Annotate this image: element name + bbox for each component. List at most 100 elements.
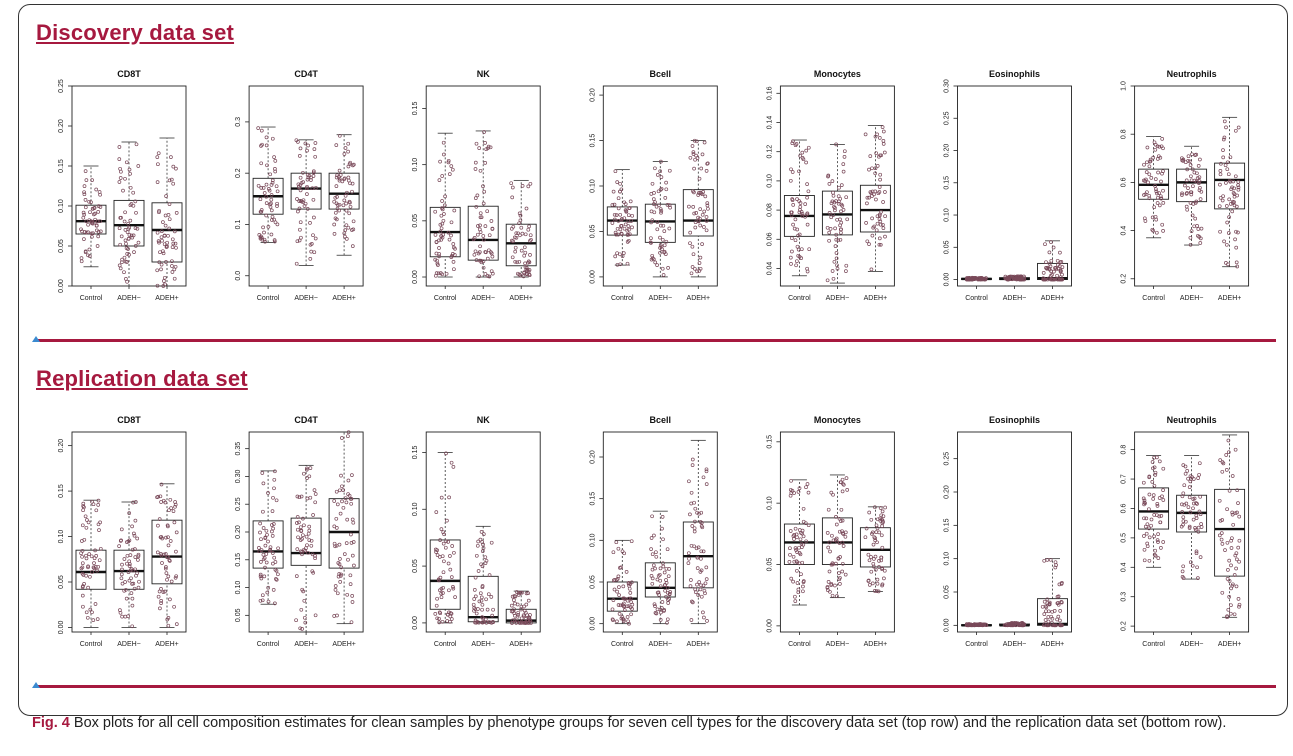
data-point <box>1155 502 1160 506</box>
data-point <box>1219 531 1224 535</box>
data-point <box>1235 557 1239 562</box>
data-point <box>297 154 302 158</box>
data-point <box>695 510 699 515</box>
data-point <box>479 260 484 265</box>
x-tick-label: Control <box>611 295 634 302</box>
data-point <box>269 197 274 202</box>
data-point <box>1187 526 1192 530</box>
data-point <box>843 572 848 577</box>
y-tick-label: 0.08 <box>766 203 773 217</box>
data-point <box>696 545 701 550</box>
data-point <box>156 239 161 243</box>
data-point <box>309 249 314 254</box>
data-point <box>1155 195 1160 200</box>
data-point <box>881 200 885 204</box>
data-point <box>340 436 344 440</box>
data-point <box>1220 542 1225 546</box>
data-point <box>628 596 633 601</box>
data-point <box>649 236 653 241</box>
y-tick-label: 0.00 <box>58 621 65 635</box>
data-point <box>704 482 709 486</box>
data-point <box>171 241 176 246</box>
data-point <box>166 524 170 529</box>
data-point <box>878 242 883 247</box>
data-point <box>301 180 305 184</box>
data-point <box>266 539 270 544</box>
data-point <box>703 581 708 586</box>
data-point <box>871 561 876 566</box>
data-point <box>337 202 342 207</box>
data-point <box>1236 501 1240 505</box>
data-point <box>440 554 445 559</box>
data-point <box>313 141 318 145</box>
x-tick-label: ADEH+ <box>687 295 711 302</box>
data-point <box>350 228 354 232</box>
data-point <box>1161 146 1165 151</box>
data-point <box>698 223 703 228</box>
data-point <box>655 227 660 232</box>
data-point <box>1151 228 1156 233</box>
data-point <box>881 129 886 134</box>
y-tick-label: 0.10 <box>944 552 951 566</box>
data-point <box>297 199 302 203</box>
data-point <box>620 615 625 619</box>
data-point <box>1233 447 1238 452</box>
data-point <box>311 570 316 575</box>
data-point <box>1192 501 1196 506</box>
data-point <box>797 561 802 566</box>
data-point <box>623 208 628 212</box>
data-point <box>473 594 478 599</box>
data-point <box>173 241 178 246</box>
data-point <box>333 210 338 215</box>
data-point <box>791 534 796 538</box>
x-tick-label: ADEH− <box>1003 641 1027 648</box>
y-tick-label: 0.30 <box>235 470 242 484</box>
data-point <box>479 530 484 534</box>
data-point <box>451 585 455 589</box>
data-point <box>305 476 309 480</box>
data-point <box>337 572 342 576</box>
data-point <box>689 618 694 622</box>
data-point <box>487 573 492 577</box>
data-point <box>438 229 443 234</box>
y-tick-label: 0.15 <box>58 159 65 173</box>
data-point <box>274 568 279 573</box>
data-point <box>653 566 657 571</box>
data-point <box>1193 216 1198 221</box>
data-point <box>870 532 874 536</box>
data-point <box>1058 609 1063 613</box>
data-point <box>704 565 709 570</box>
data-point <box>798 205 803 209</box>
data-point <box>1194 513 1199 518</box>
data-point <box>351 540 356 544</box>
data-point <box>523 250 528 255</box>
data-point <box>1180 191 1184 196</box>
data-point <box>164 535 168 540</box>
data-point <box>345 517 350 522</box>
figure-label: Fig. 4 <box>32 715 70 731</box>
data-point <box>1188 510 1193 515</box>
data-point <box>690 457 695 462</box>
data-point <box>299 529 304 533</box>
data-point <box>437 610 442 615</box>
data-point <box>161 220 165 224</box>
data-point <box>652 210 657 215</box>
data-point <box>340 499 344 504</box>
data-point <box>80 571 85 576</box>
data-point <box>1052 623 1057 628</box>
data-point <box>689 543 694 548</box>
data-point <box>478 537 483 542</box>
data-point <box>266 224 271 229</box>
data-point <box>831 213 835 217</box>
y-tick-label: 0.25 <box>235 497 242 511</box>
data-point <box>875 540 879 545</box>
data-point <box>797 551 802 555</box>
data-point <box>173 500 177 504</box>
data-point <box>611 550 616 555</box>
data-point <box>791 579 795 584</box>
data-point <box>695 555 700 560</box>
data-point <box>338 557 342 561</box>
x-tick-label: Control <box>965 295 988 302</box>
data-point <box>350 600 355 604</box>
data-point <box>695 269 699 274</box>
